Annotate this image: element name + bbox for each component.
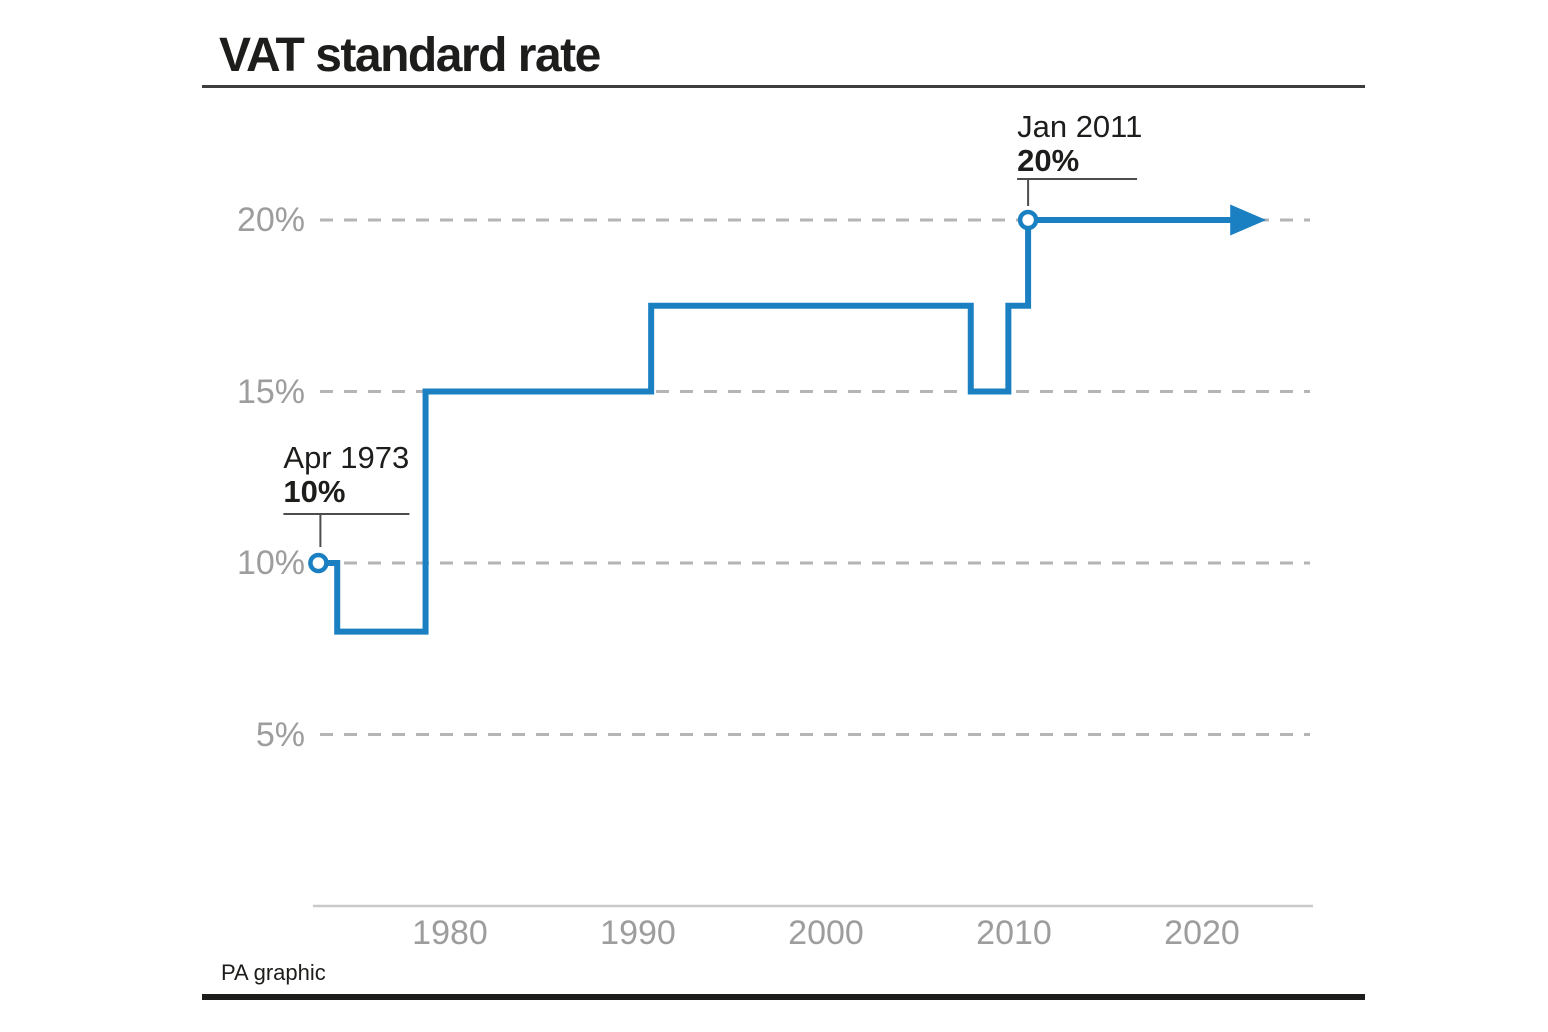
y-axis-label-20: 20% [236,201,305,239]
annotation-apr-1973: Apr 1973 10% [283,441,409,509]
annotation-date: Jan 2011 [1017,109,1143,144]
x-axis-label-2020: 2020 [1164,914,1240,952]
source-credit: PA graphic [221,960,326,985]
x-axis-label-2000: 2000 [788,914,864,952]
annotation-rate: 20% [1017,143,1080,178]
annotation-jan-2011: Jan 2011 20% [1017,110,1142,178]
title-rule [202,85,1365,88]
chart-title: VAT standard rate [219,29,601,82]
footer-bar [202,994,1365,1000]
x-axis-label-1990: 1990 [600,914,676,952]
data-point-marker [308,552,329,574]
vat-rate-step-line [318,217,1235,635]
x-axis-label-1980: 1980 [412,914,488,952]
annotation-rate: 10% [283,474,346,509]
data-point-marker [1017,209,1039,231]
y-axis-label-5: 5% [255,715,305,754]
y-axis-label-10: 10% [236,544,305,582]
y-axis-label-15: 15% [236,372,305,411]
x-axis-label-2010: 2010 [976,914,1052,952]
line-arrow-head [1230,204,1267,236]
annotation-date: Apr 1973 [283,440,410,475]
